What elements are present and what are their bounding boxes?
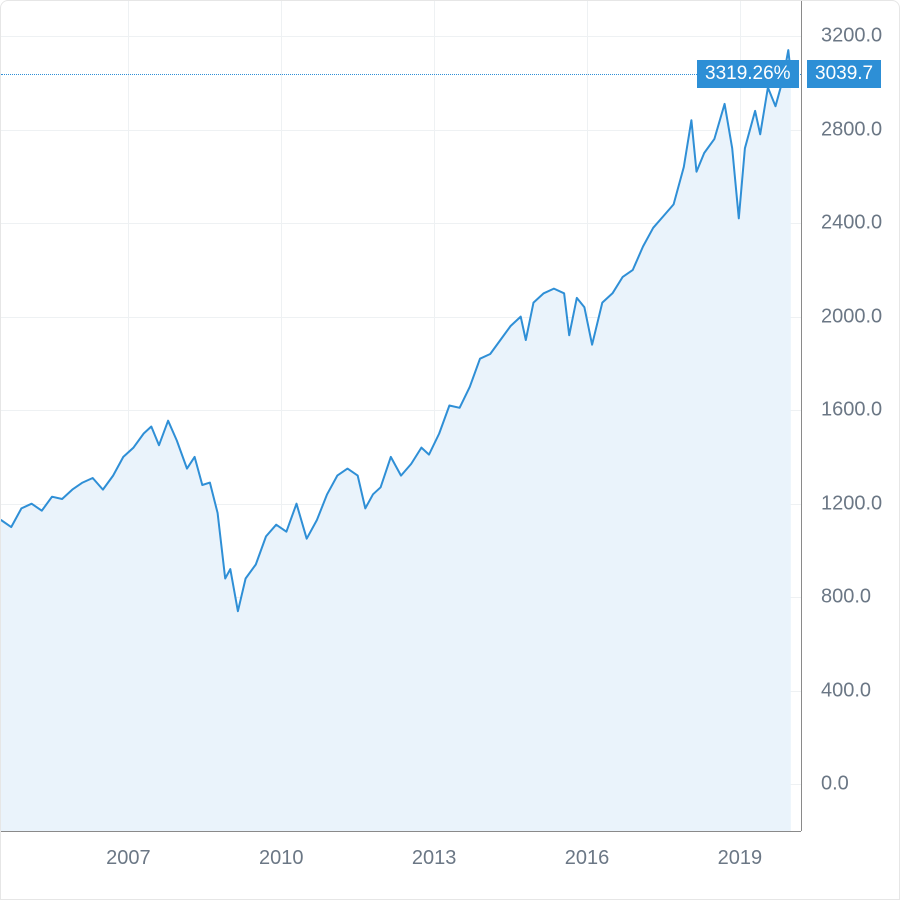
y-tick-label: 2800.0 (821, 118, 882, 141)
y-tick-label: 400.0 (821, 679, 871, 702)
y-axis (801, 1, 802, 831)
y-tick-label: 0.0 (821, 773, 849, 796)
x-tick-label: 2007 (106, 847, 151, 870)
current-price-badge: 3039.7 (807, 60, 881, 88)
y-tick-label: 3200.0 (821, 25, 882, 48)
y-tick-label: 2400.0 (821, 212, 882, 235)
change-percent-badge: 3319.26% (697, 60, 799, 88)
change-percent-value: 3319.26% (705, 63, 791, 84)
x-tick-label: 2010 (259, 847, 304, 870)
current-price-value: 3039.7 (815, 63, 873, 84)
y-tick-label: 1200.0 (821, 492, 882, 515)
chart-plot (1, 1, 801, 831)
x-tick-label: 2013 (412, 847, 457, 870)
price-chart[interactable]: 3319.26% 3039.7 0.0 400.0 800.0 1200.0 1600.… (0, 0, 900, 900)
y-tick-label: 1600.0 (821, 399, 882, 422)
current-price-line (1, 74, 801, 75)
area-fill (1, 50, 791, 831)
y-tick-label: 2000.0 (821, 305, 882, 328)
x-tick-label: 2016 (565, 847, 610, 870)
y-tick-label: 800.0 (821, 586, 871, 609)
x-tick-label: 2019 (718, 847, 763, 870)
x-axis (1, 831, 801, 832)
